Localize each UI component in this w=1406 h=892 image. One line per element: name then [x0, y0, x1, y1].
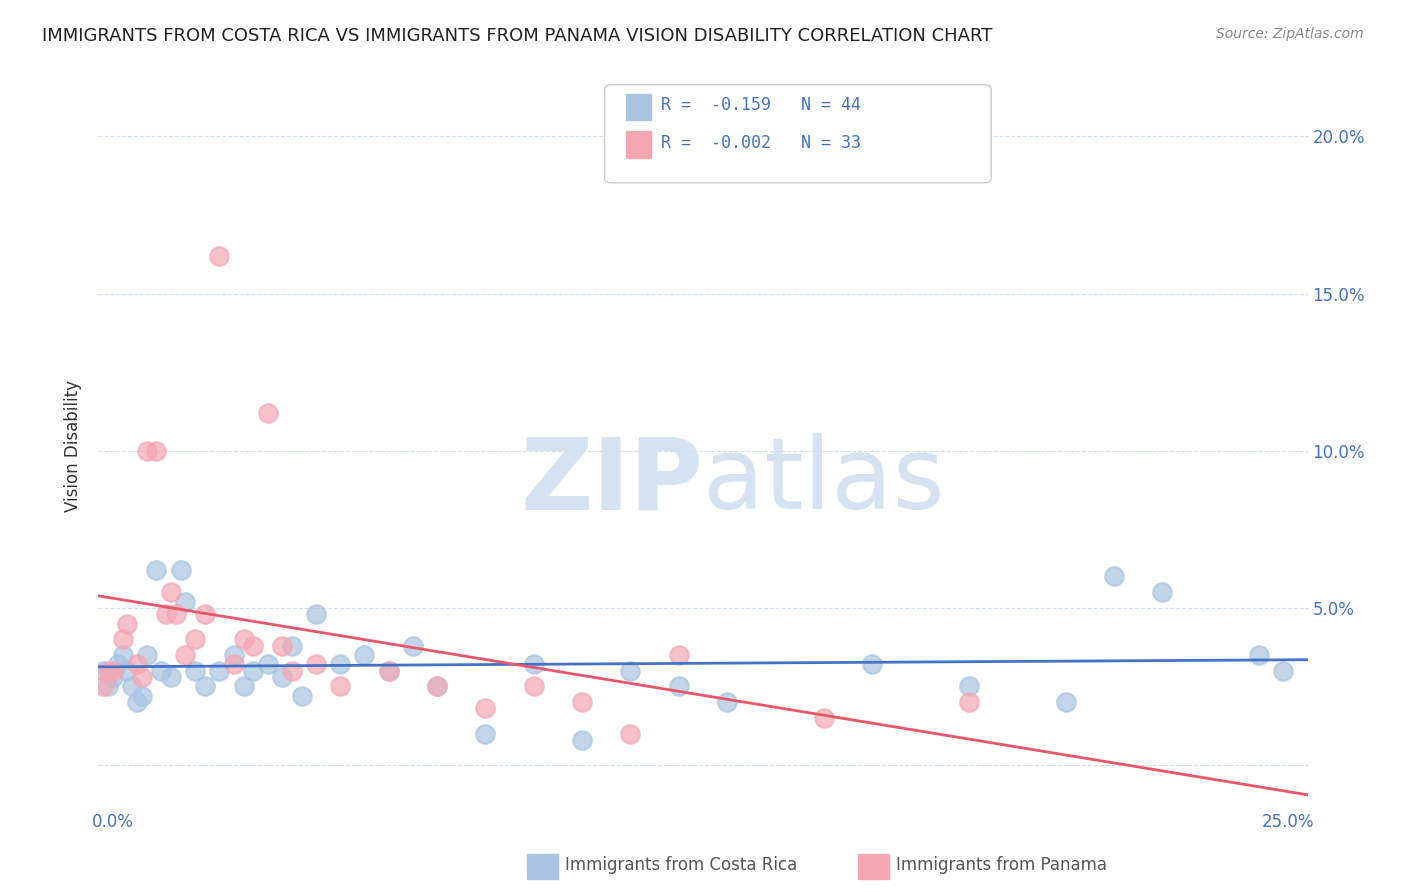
- Point: [131, 689, 153, 703]
- Point: [474, 701, 496, 715]
- Text: R =  -0.159   N = 44: R = -0.159 N = 44: [661, 96, 860, 114]
- Point: [117, 664, 139, 678]
- Point: [377, 664, 399, 678]
- Point: [523, 657, 546, 672]
- Point: [426, 680, 449, 694]
- Point: [208, 249, 231, 263]
- Text: Immigrants from Panama: Immigrants from Panama: [896, 856, 1107, 874]
- Point: [174, 648, 197, 662]
- Text: ZIP: ZIP: [520, 434, 703, 530]
- Point: [127, 695, 149, 709]
- Text: Source: ZipAtlas.com: Source: ZipAtlas.com: [1216, 27, 1364, 41]
- Point: [281, 639, 304, 653]
- Point: [97, 680, 120, 694]
- Point: [474, 726, 496, 740]
- Point: [111, 648, 134, 662]
- Point: [160, 585, 183, 599]
- Point: [426, 680, 449, 694]
- Point: [169, 563, 191, 577]
- Point: [402, 639, 425, 653]
- Point: [194, 680, 217, 694]
- Point: [860, 657, 883, 672]
- Point: [523, 680, 546, 694]
- Point: [184, 664, 207, 678]
- Y-axis label: Vision Disability: Vision Disability: [65, 380, 83, 512]
- Point: [208, 664, 231, 678]
- Point: [571, 733, 593, 747]
- Point: [194, 607, 217, 622]
- Text: 25.0%: 25.0%: [1263, 814, 1315, 831]
- Text: R =  -0.002   N = 33: R = -0.002 N = 33: [661, 134, 860, 152]
- Text: Immigrants from Costa Rica: Immigrants from Costa Rica: [565, 856, 797, 874]
- Point: [127, 657, 149, 672]
- Point: [155, 607, 177, 622]
- Point: [222, 648, 245, 662]
- Point: [571, 695, 593, 709]
- Point: [377, 664, 399, 678]
- Point: [232, 632, 254, 647]
- Point: [117, 616, 139, 631]
- Point: [1102, 569, 1125, 583]
- Point: [145, 443, 167, 458]
- Point: [111, 632, 134, 647]
- Point: [668, 648, 690, 662]
- Point: [353, 648, 375, 662]
- Point: [165, 607, 187, 622]
- Point: [97, 664, 120, 678]
- Point: [668, 680, 690, 694]
- Point: [957, 680, 980, 694]
- Point: [121, 680, 143, 694]
- Point: [101, 670, 124, 684]
- Text: 0.0%: 0.0%: [91, 814, 134, 831]
- Point: [232, 680, 254, 694]
- Point: [619, 664, 641, 678]
- Point: [256, 406, 278, 420]
- Point: [101, 664, 124, 678]
- Point: [256, 657, 278, 672]
- Point: [271, 670, 294, 684]
- Point: [957, 695, 980, 709]
- Point: [281, 664, 304, 678]
- Point: [619, 726, 641, 740]
- Point: [242, 664, 264, 678]
- Point: [91, 680, 114, 694]
- Point: [305, 607, 328, 622]
- Point: [160, 670, 183, 684]
- Point: [813, 711, 835, 725]
- Point: [290, 689, 312, 703]
- Point: [145, 563, 167, 577]
- Point: [1249, 648, 1271, 662]
- Point: [91, 664, 114, 678]
- Point: [329, 680, 352, 694]
- Point: [305, 657, 328, 672]
- Point: [222, 657, 245, 672]
- Point: [271, 639, 294, 653]
- Point: [1152, 585, 1174, 599]
- Point: [1272, 664, 1295, 678]
- Point: [716, 695, 738, 709]
- Point: [329, 657, 352, 672]
- Point: [150, 664, 173, 678]
- Text: atlas: atlas: [703, 434, 945, 530]
- Point: [135, 648, 157, 662]
- Point: [131, 670, 153, 684]
- Point: [174, 594, 197, 608]
- Point: [107, 657, 129, 672]
- Point: [135, 443, 157, 458]
- Text: IMMIGRANTS FROM COSTA RICA VS IMMIGRANTS FROM PANAMA VISION DISABILITY CORRELATI: IMMIGRANTS FROM COSTA RICA VS IMMIGRANTS…: [42, 27, 993, 45]
- Point: [242, 639, 264, 653]
- Point: [1054, 695, 1077, 709]
- Point: [184, 632, 207, 647]
